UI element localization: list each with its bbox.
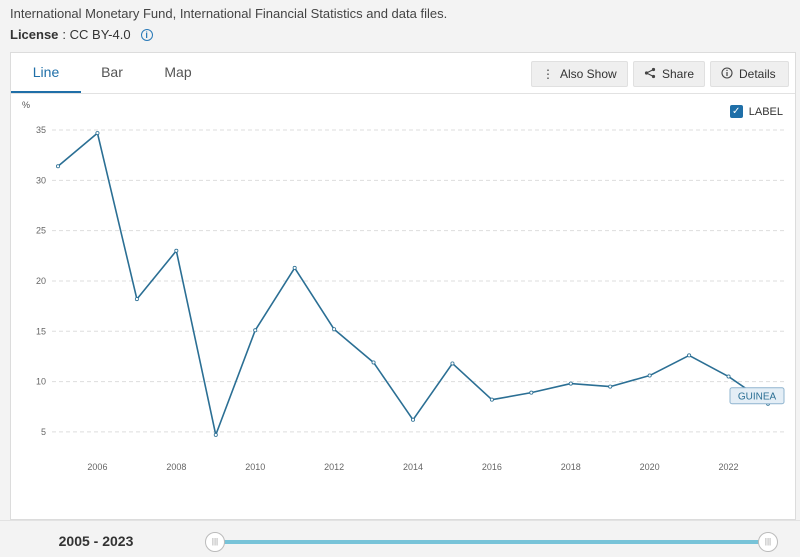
- data-point: [56, 164, 61, 169]
- data-point: [410, 417, 415, 422]
- x-tick-label: 2010: [245, 462, 265, 472]
- chart-tabs: Line Bar Map: [11, 53, 213, 93]
- license-line: License : CC BY-4.0 i: [10, 27, 153, 42]
- tab-bar[interactable]: Bar: [101, 64, 123, 80]
- x-tick-label: 2008: [166, 462, 186, 472]
- range-label: 2005 - 2023: [58, 533, 134, 549]
- data-point: [489, 397, 494, 402]
- y-tick-label: 30: [36, 175, 46, 185]
- data-point: [213, 432, 218, 437]
- chart-actions: ⋮ Also Show Share Details: [531, 61, 789, 87]
- data-point: [568, 381, 573, 386]
- also-show-label: Also Show: [560, 67, 617, 81]
- y-tick-label: 5: [41, 427, 46, 437]
- data-point: [95, 131, 100, 136]
- data-point: [332, 327, 337, 332]
- y-axis-unit-label: %: [22, 100, 30, 110]
- series-label-box: [729, 387, 785, 405]
- x-tick-label: 2022: [719, 462, 739, 472]
- range-bar: 2005 - 2023 ||| |||: [0, 520, 800, 557]
- data-point: [134, 297, 139, 302]
- label-toggle[interactable]: ✓ LABEL: [729, 105, 783, 118]
- y-tick-label: 10: [36, 377, 46, 387]
- share-label: Share: [662, 67, 695, 81]
- y-tick-label: 20: [36, 276, 46, 286]
- x-tick-label: 2016: [482, 462, 502, 472]
- y-tick-label: 35: [36, 125, 46, 135]
- range-slider-start-handle[interactable]: |||: [205, 532, 225, 552]
- data-point: [529, 390, 534, 395]
- data-point: [253, 328, 258, 333]
- data-point: [450, 361, 455, 366]
- series-label-text: GUINEA: [738, 392, 777, 403]
- x-tick-label: 2018: [561, 462, 581, 472]
- data-point: [726, 374, 731, 379]
- license-label: License: [10, 27, 59, 42]
- info-circle-icon: [721, 66, 733, 82]
- y-tick-label: 25: [36, 226, 46, 236]
- details-label: Details: [739, 67, 776, 81]
- x-tick-label: 2014: [403, 462, 423, 472]
- x-tick-label: 2006: [87, 462, 107, 472]
- also-show-button[interactable]: ⋮ Also Show: [531, 61, 628, 87]
- share-icon: [644, 67, 656, 82]
- tab-divider: [11, 93, 795, 94]
- data-point: [174, 248, 179, 253]
- data-point: [292, 265, 297, 270]
- more-vertical-icon: ⋮: [542, 67, 554, 81]
- x-tick-label: 2012: [324, 462, 344, 472]
- series-line-guinea: [57, 132, 769, 436]
- license-value: : CC BY-4.0: [62, 27, 131, 42]
- details-button[interactable]: Details: [710, 61, 789, 87]
- series-label-guinea: GUINEA: [729, 387, 785, 405]
- info-icon[interactable]: i: [140, 28, 153, 41]
- share-button[interactable]: Share: [633, 61, 705, 87]
- checkbox-checked-icon[interactable]: ✓: [729, 105, 743, 118]
- data-point: [647, 373, 652, 378]
- label-toggle-text: LABEL: [748, 105, 783, 118]
- range-slider-end-handle[interactable]: |||: [758, 532, 778, 552]
- range-slider-track[interactable]: [214, 540, 770, 544]
- tab-map[interactable]: Map: [164, 64, 192, 80]
- data-point: [687, 353, 692, 358]
- tab-line[interactable]: Line: [11, 53, 81, 93]
- data-point: [608, 384, 613, 389]
- source-text: International Monetary Fund, Internation…: [10, 6, 448, 21]
- y-tick-label: 15: [36, 326, 46, 336]
- line-chart: % 5 10 15 20 25 30 35 2006 2008 2010 2012 2014 2016 20…: [22, 100, 785, 472]
- data-point: [371, 360, 376, 365]
- x-tick-label: 2020: [640, 462, 660, 472]
